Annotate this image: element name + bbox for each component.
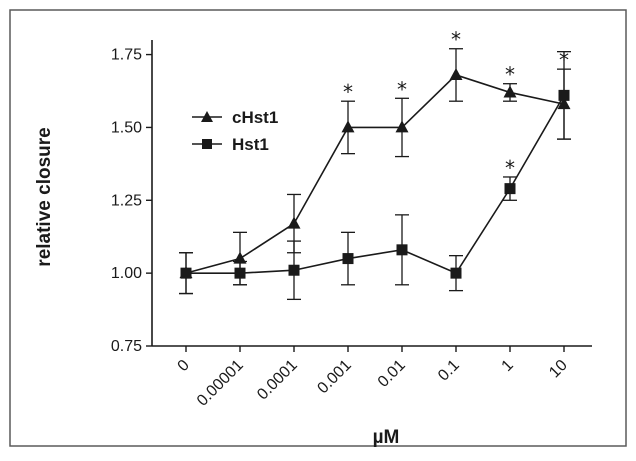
- chart-border: [9, 9, 627, 447]
- legend: cHst1 Hst1: [192, 108, 278, 154]
- legend-label-hst1: Hst1: [232, 135, 269, 154]
- x-tick-label: 10: [546, 357, 571, 382]
- square-marker: [396, 244, 408, 256]
- legend-square-marker: [202, 139, 212, 149]
- triangle-marker: [449, 67, 463, 80]
- x-tick-label: 0.001: [314, 357, 354, 397]
- significance-star: *: [397, 77, 407, 101]
- triangle-marker: [503, 85, 517, 98]
- y-tick-label: 1.75: [111, 47, 142, 64]
- significance-star: *: [343, 80, 353, 104]
- y-tick-label: 1.00: [111, 265, 142, 282]
- significance-star: *: [505, 156, 515, 180]
- square-marker: [558, 89, 570, 101]
- significance-star: *: [505, 63, 515, 87]
- square-marker: [504, 183, 516, 195]
- square-marker: [342, 253, 354, 265]
- square-marker: [180, 267, 192, 279]
- x-tick-label: 1: [499, 357, 517, 375]
- triangle-marker: [341, 120, 355, 133]
- x-axis-title: µM: [373, 427, 400, 448]
- series-layer: ******: [179, 28, 571, 301]
- triangle-marker: [287, 216, 301, 229]
- legend-triangle-marker: [201, 111, 213, 122]
- square-marker: [288, 264, 300, 276]
- x-tick-label: 0.01: [375, 357, 409, 391]
- x-tick-label: 0.00001: [194, 357, 247, 410]
- y-tick-label: 0.75: [111, 338, 142, 355]
- y-tick-label: 1.25: [111, 192, 142, 209]
- series-line-chst1: [185, 74, 565, 274]
- significance-star: *: [451, 28, 461, 52]
- series-line-hst1: [186, 94, 565, 275]
- square-marker: [234, 267, 246, 279]
- x-tick-label: 0: [175, 357, 193, 375]
- series-hst1: *: [179, 51, 571, 301]
- x-tick-label: 0.0001: [254, 357, 301, 404]
- square-marker: [450, 267, 462, 279]
- x-tick-label: 0.1: [435, 357, 463, 385]
- triangle-marker: [233, 251, 247, 264]
- triangle-marker: [395, 120, 409, 133]
- y-tick-label: 1.50: [111, 119, 142, 136]
- y-axis-title: relative closure: [34, 127, 55, 266]
- legend-label-chst1: cHst1: [232, 108, 278, 127]
